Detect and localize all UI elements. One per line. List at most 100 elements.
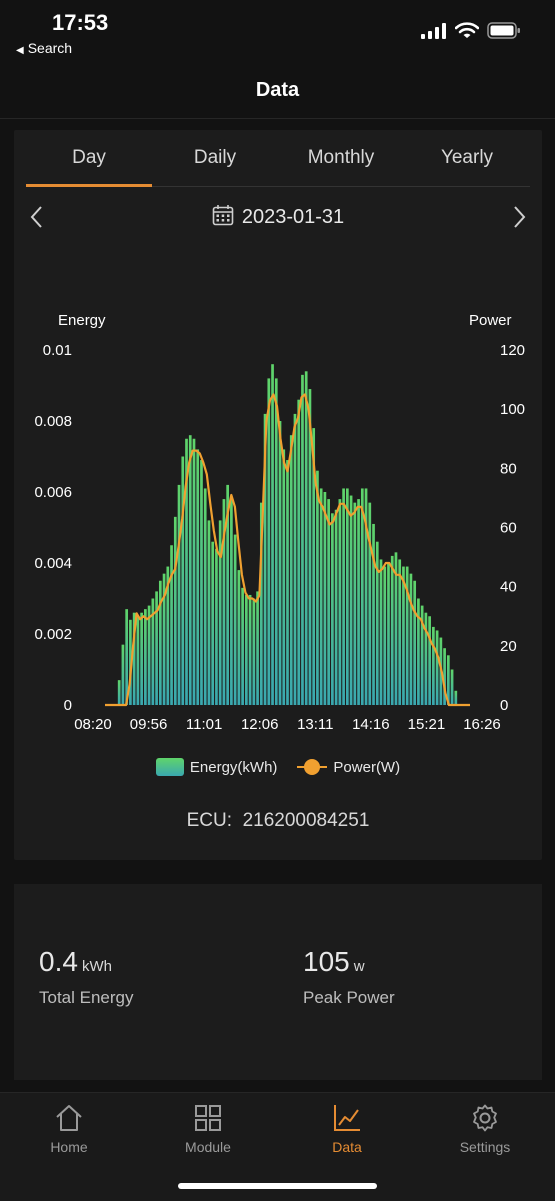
energy-bar (402, 566, 405, 705)
nav-data-label: Data (332, 1139, 362, 1155)
energy-bar (450, 669, 454, 705)
energy-bar (338, 499, 342, 705)
energy-bar (409, 573, 413, 705)
date-picker[interactable]: 2023-01-31 (14, 204, 542, 229)
x-tick-label: 13:11 (297, 716, 333, 733)
ecu-label: ECU: (186, 810, 233, 831)
status-icons (421, 22, 521, 39)
energy-bar (390, 555, 394, 705)
right-tick-label: 0 (500, 697, 508, 714)
nav-data[interactable]: Data (292, 1103, 402, 1155)
energy-bar (379, 559, 383, 705)
x-tick-label: 16:26 (463, 716, 501, 733)
energy-bar (121, 644, 125, 705)
energy-bar (308, 389, 312, 705)
page-header: Data (0, 68, 555, 119)
energy-bar (360, 488, 364, 705)
energy-bar (375, 541, 379, 705)
power-swatch (297, 758, 328, 776)
energy-bar (278, 421, 282, 705)
energy-bar (334, 509, 338, 705)
tab-monthly[interactable]: Monthly (307, 147, 375, 168)
energy-bar (181, 456, 185, 705)
energy-bar (319, 488, 323, 705)
right-tick-label: 20 (500, 638, 517, 655)
energy-bar (151, 598, 155, 705)
left-tick-label: 0.01 (43, 342, 72, 359)
right-tick-label: 60 (500, 520, 517, 537)
gear-icon (473, 1104, 497, 1132)
energy-bar (226, 484, 230, 705)
energy-bar (398, 559, 402, 705)
total-energy-metric: 0.4 kWh Total Energy (39, 946, 134, 1008)
energy-bar (203, 488, 207, 705)
back-to-search-link[interactable]: ◀ Search (16, 40, 72, 56)
battery-icon (487, 22, 520, 39)
x-tick-label: 08:20 (74, 716, 112, 733)
energy-bar (218, 520, 222, 705)
legend-power[interactable]: Power(W) (297, 758, 400, 776)
energy-bar (405, 566, 409, 705)
right-tick-label: 100 (500, 401, 525, 418)
home-indicator (178, 1183, 377, 1189)
nav-home[interactable]: Home (14, 1103, 124, 1155)
back-label: Search (27, 40, 73, 56)
energy-bar (297, 399, 301, 705)
next-date-chevron-icon[interactable] (504, 202, 534, 232)
tab-day[interactable]: Day (26, 130, 152, 187)
x-tick-label: 09:56 (130, 716, 168, 733)
total-energy-unit: kWh (81, 958, 112, 975)
energy-bar (368, 502, 372, 705)
energy-bar (331, 513, 334, 705)
energy-bar (129, 619, 132, 705)
nav-settings[interactable]: Settings (430, 1103, 540, 1155)
energy-bar (144, 609, 147, 705)
peak-power-label: Peak Power (303, 988, 395, 1007)
peak-power-unit: w (353, 958, 365, 975)
energy-bar (304, 371, 308, 705)
previous-date-chevron-icon[interactable] (22, 202, 52, 232)
cellular-signal-icon (421, 22, 446, 39)
right-tick-label: 40 (500, 579, 517, 596)
left-tick-label: 0.004 (34, 555, 72, 572)
legend-energy[interactable]: Energy(kWh) (155, 758, 277, 776)
left-tick-label: 0.002 (34, 626, 72, 643)
energy-bar (136, 616, 140, 705)
energy-bar (443, 648, 446, 705)
energy-power-chart: 0.01 0.008 0.006 0.004 0.002 0 120 100 80 60 40 20… (34, 342, 525, 733)
house-icon (56, 1105, 82, 1131)
energy-bar (245, 594, 248, 705)
energy-bar (372, 523, 375, 705)
left-tick-label: 0 (64, 697, 72, 714)
energy-bar (420, 605, 424, 705)
energy-bar (327, 499, 330, 705)
calendar-icon (212, 205, 234, 226)
date-selector: 2023-01-31 (14, 200, 542, 240)
right-tick-label: 80 (500, 460, 517, 477)
energy-bar (256, 591, 259, 705)
energy-bar (117, 680, 121, 705)
energy-bar (432, 626, 435, 705)
energy-bar (233, 534, 237, 705)
back-triangle-icon: ◀ (16, 45, 24, 56)
nav-module[interactable]: Module (153, 1103, 263, 1155)
page-title: Data (255, 79, 300, 101)
status-time: 17:53 (52, 10, 109, 35)
chart-legend: Energy(kWh) Power(W) (14, 758, 542, 776)
chart-card: Day Daily Monthly Yearly 2023-01-31 (14, 130, 542, 860)
tab-yearly[interactable]: Yearly (440, 147, 494, 168)
tab-daily[interactable]: Daily (193, 147, 237, 168)
x-tick-label: 12:06 (241, 716, 279, 733)
energy-bar (387, 563, 390, 705)
energy-bar (394, 552, 398, 705)
energy-bar (222, 499, 226, 705)
energy-bar (252, 598, 256, 705)
energy-bar (349, 495, 353, 705)
energy-bar (357, 499, 360, 705)
energy-bar (293, 413, 297, 705)
energy-bar (364, 488, 368, 705)
energy-bar (162, 573, 166, 705)
energy-bar (286, 460, 289, 705)
energy-bar (345, 488, 349, 705)
energy-bar (241, 587, 244, 705)
